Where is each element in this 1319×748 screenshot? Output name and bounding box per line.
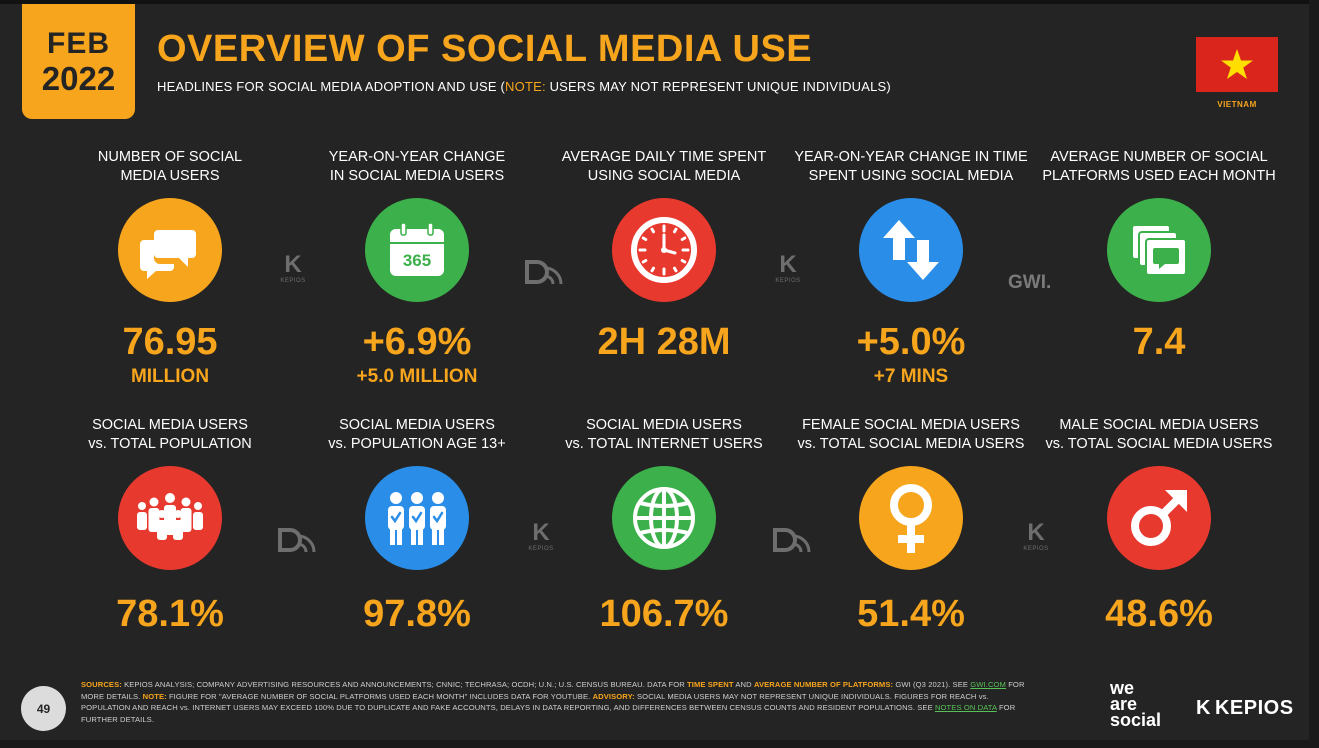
frame-bottom [0,740,1319,748]
stat-value: 2H 28M [597,321,731,363]
stat-label: AVERAGE NUMBER OF SOCIAL PLATFORMS USED E… [1042,149,1276,184]
crowd-icon [118,466,222,570]
we-are-social-logo: we are social [1110,678,1162,730]
kepios-logo-mark: K KEPIOS [775,251,801,285]
stat-users-vs-population: SOCIAL MEDIA USERS vs. TOTAL POPULATION 7… [47,416,293,636]
datareportal-logo-mark [771,522,813,563]
frame-right [1309,0,1319,748]
stat-value: +6.9% [362,321,472,363]
stat-yoy-time: YEAR-ON-YEAR CHANGE IN TIME SPENT USING S… [788,148,1034,388]
calendar-365-icon: 365 [365,198,469,302]
stat-female-users: FEMALE SOCIAL MEDIA USERS vs. TOTAL SOCIA… [788,416,1034,636]
stat-label: AVERAGE DAILY TIME SPENT USING SOCIAL MED… [561,149,767,184]
stat-sub: +7 MINS [873,366,949,387]
up-down-arrows-icon [859,198,963,302]
stat-yoy-users: YEAR-ON-YEAR CHANGE IN SOCIAL MEDIA USERS… [294,148,540,388]
speech-bubbles-icon [118,198,222,302]
stat-value: 51.4% [857,593,965,635]
adults-check-icon [365,466,469,570]
stat-label: NUMBER OF SOCIAL MEDIA USERS [97,149,243,184]
subtitle-post: USERS MAY NOT REPRESENT UNIQUE INDIVIDUA… [545,79,891,94]
globe-icon [612,466,716,570]
stat-male-users: MALE SOCIAL MEDIA USERS vs. TOTAL SOCIAL … [1036,416,1282,636]
page-subtitle: HEADLINES FOR SOCIAL MEDIA ADOPTION AND … [157,79,891,94]
kepios-logo-mark: K KEPIOS [280,251,306,285]
stacked-windows-icon [1107,198,1211,302]
date-badge: FEB 2022 [22,4,135,119]
stat-label: YEAR-ON-YEAR CHANGE IN SOCIAL MEDIA USERS [328,149,506,184]
stat-label: SOCIAL MEDIA USERS vs. TOTAL POPULATION [88,417,252,452]
badge-month: FEB [47,26,110,60]
stat-value: 97.8% [363,593,471,635]
stat-users-vs-13plus: SOCIAL MEDIA USERS vs. POPULATION AGE 13+… [294,416,540,636]
stat-value: 78.1% [116,593,224,635]
sources-note: SOURCES: KEPIOS ANALYSIS; COMPANY ADVERT… [81,680,1025,724]
page-number: 49 [21,686,66,731]
male-symbol-icon [1107,466,1211,570]
stat-daily-time: AVERAGE DAILY TIME SPENT USING SOCIAL MED… [541,148,787,366]
stat-value: 48.6% [1105,593,1213,635]
gwi-logo-mark: GWI. [1008,272,1052,293]
clock-icon [612,198,716,302]
page-title: OVERVIEW OF SOCIAL MEDIA USE [157,28,813,70]
stat-sub: MILLION [130,366,210,387]
subtitle-pre: HEADLINES FOR SOCIAL MEDIA ADOPTION AND … [157,79,506,94]
stat-value: 106.7% [599,593,729,635]
frame-top [0,0,1319,4]
stat-users-vs-internet: SOCIAL MEDIA USERS vs. TOTAL INTERNET USE… [541,416,787,636]
badge-year: 2022 [41,59,116,97]
subtitle-note: NOTE: [505,79,546,94]
datareportal-logo-mark [276,522,318,563]
svg-text:365: 365 [403,251,431,270]
stat-label: MALE SOCIAL MEDIA USERS vs. TOTAL SOCIAL … [1045,417,1273,452]
stat-label: FEMALE SOCIAL MEDIA USERS vs. TOTAL SOCIA… [797,417,1025,452]
kepios-logo-mark: K KEPIOS [528,519,554,553]
stat-social-media-users: NUMBER OF SOCIAL MEDIA USERS 76.95 MILLIO… [47,148,293,388]
kepios-logo-mark: K KEPIOS [1023,519,1049,553]
stat-label: SOCIAL MEDIA USERS vs. TOTAL INTERNET USE… [565,417,763,452]
stat-label: SOCIAL MEDIA USERS vs. POPULATION AGE 13+ [328,417,506,452]
female-symbol-icon [859,466,963,570]
datareportal-logo-mark [523,254,565,295]
stat-value: +5.0% [856,321,966,363]
gwi-link[interactable]: GWI.COM [970,680,1006,689]
stat-value: 7.4 [1132,321,1186,363]
stat-avg-platforms: AVERAGE NUMBER OF SOCIAL PLATFORMS USED E… [1036,148,1282,366]
notes-on-data-link[interactable]: NOTES ON DATA [934,703,997,713]
kepios-logo: K KEPIOS [1196,697,1294,719]
stat-label: YEAR-ON-YEAR CHANGE IN TIME SPENT USING S… [794,149,1028,184]
stat-sub: +5.0 MILLION [356,366,478,387]
stat-value: 76.95 [122,321,218,363]
country-label: VIETNAM [1217,100,1257,109]
flag-star-icon [1221,48,1253,79]
vietnam-flag [1196,37,1278,92]
